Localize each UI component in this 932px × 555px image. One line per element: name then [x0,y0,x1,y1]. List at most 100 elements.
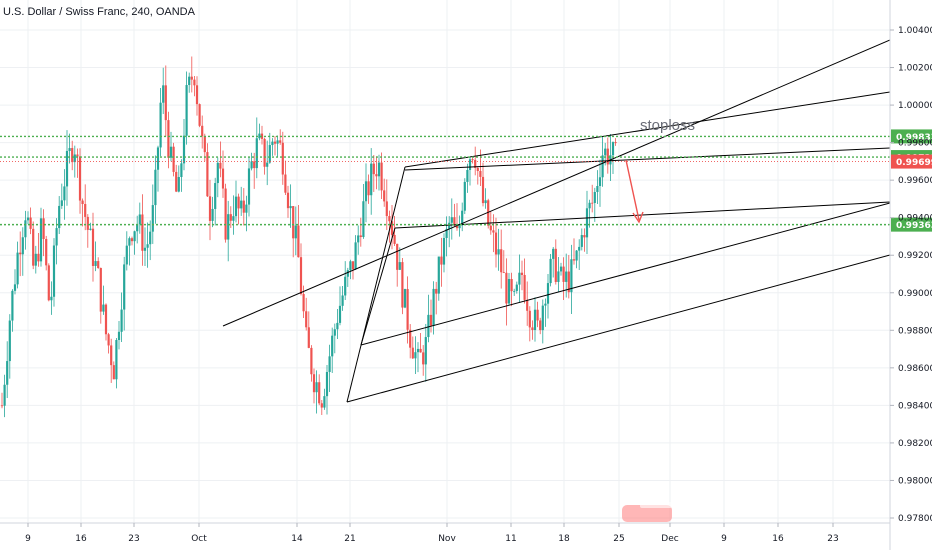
candle-body [357,235,360,243]
channel-line[interactable] [360,227,396,346]
candle-body [138,214,141,225]
candle-body [159,102,162,148]
candle-body [297,225,300,258]
annotations: stoploss [622,117,695,522]
channel-line[interactable] [404,147,891,171]
candle-body [435,288,438,294]
x-tick-label: Dec [661,534,678,544]
candle-body [331,335,334,357]
candle-body [520,272,524,275]
candle-body [3,384,6,406]
candle-body [591,202,594,204]
candle-body [328,356,331,372]
candle-body [91,228,95,266]
x-tick-label: 25 [613,534,624,544]
candle-body [117,331,121,341]
candle-body [305,311,308,328]
candle-body [84,204,87,217]
candle-body [559,266,563,272]
channel-lines[interactable] [222,39,891,403]
candle-body [221,168,225,189]
x-tick-label: 14 [291,534,303,544]
candle-body [614,142,617,144]
channel-line[interactable] [404,91,891,168]
level-badge [891,217,932,232]
channel-line[interactable] [222,39,891,327]
y-tick-label: 0.99800 [898,139,932,149]
candle-body [167,120,170,158]
candle-body [489,225,492,231]
candle-body [279,140,282,143]
channel-line[interactable] [346,254,891,403]
candle-body [76,154,79,157]
candle-body [585,208,589,238]
channel-line[interactable] [346,166,406,403]
candle-body [11,290,14,321]
candle-body [73,154,76,163]
candle-body [518,272,521,285]
candle-body [604,148,607,156]
candle-body [393,234,396,244]
candle-body [466,169,469,182]
candle-body [536,309,539,321]
candle-body [546,283,550,304]
candle-body [71,148,74,163]
candle-body [263,138,266,167]
candle-body [247,168,251,205]
candle-body [549,258,552,284]
candle-body [367,181,370,196]
candle-body [448,222,451,229]
candle-body [50,296,53,301]
candle-body [224,188,227,240]
candle-body [164,85,167,121]
candle-body [502,272,505,274]
candle-body [37,253,40,262]
candle-body [65,150,69,187]
watermark-logo-shape [622,505,672,522]
candle-body [250,161,253,169]
chart-title: U.S. Dollar / Swiss Franc, 240, OANDA [3,6,195,18]
horizontal-levels[interactable]: 0.998330.997230.993630.99699 [0,129,932,232]
candle-body [232,216,235,221]
channel-line[interactable] [360,202,891,346]
candle-body [442,237,446,265]
candle-body [611,142,615,156]
candle-body [128,238,131,246]
candle-body [351,261,355,270]
candle-body [81,200,84,205]
candle-body [63,186,66,201]
candle-body [52,245,56,297]
candle-body [58,205,61,229]
y-tick-label: 0.98000 [898,476,932,486]
candle-body [596,185,599,192]
candle-body [8,320,11,362]
candle-body [268,145,271,163]
candle-body [481,176,485,204]
candle-body [154,169,157,206]
candle-body [513,290,516,292]
candle-body [299,257,303,295]
x-tick-label: 21 [344,534,355,544]
candle-body [468,159,472,170]
target-arrow [625,159,640,221]
candle-body [419,348,422,353]
candle-body [94,261,97,266]
y-tick-label: 0.99000 [898,289,932,299]
last-price-label: 0.99699 [896,158,932,168]
candle-body [450,217,453,223]
candle-body [34,253,37,266]
candle-body [24,220,27,238]
candle-body [86,216,89,230]
candle-body [541,305,544,331]
candle-body [99,267,102,312]
candle-body [385,201,388,217]
candle-body [562,266,565,282]
candle-body [89,228,92,230]
candle-body [253,161,256,169]
candle-body [372,163,375,175]
candle-body [338,305,342,323]
